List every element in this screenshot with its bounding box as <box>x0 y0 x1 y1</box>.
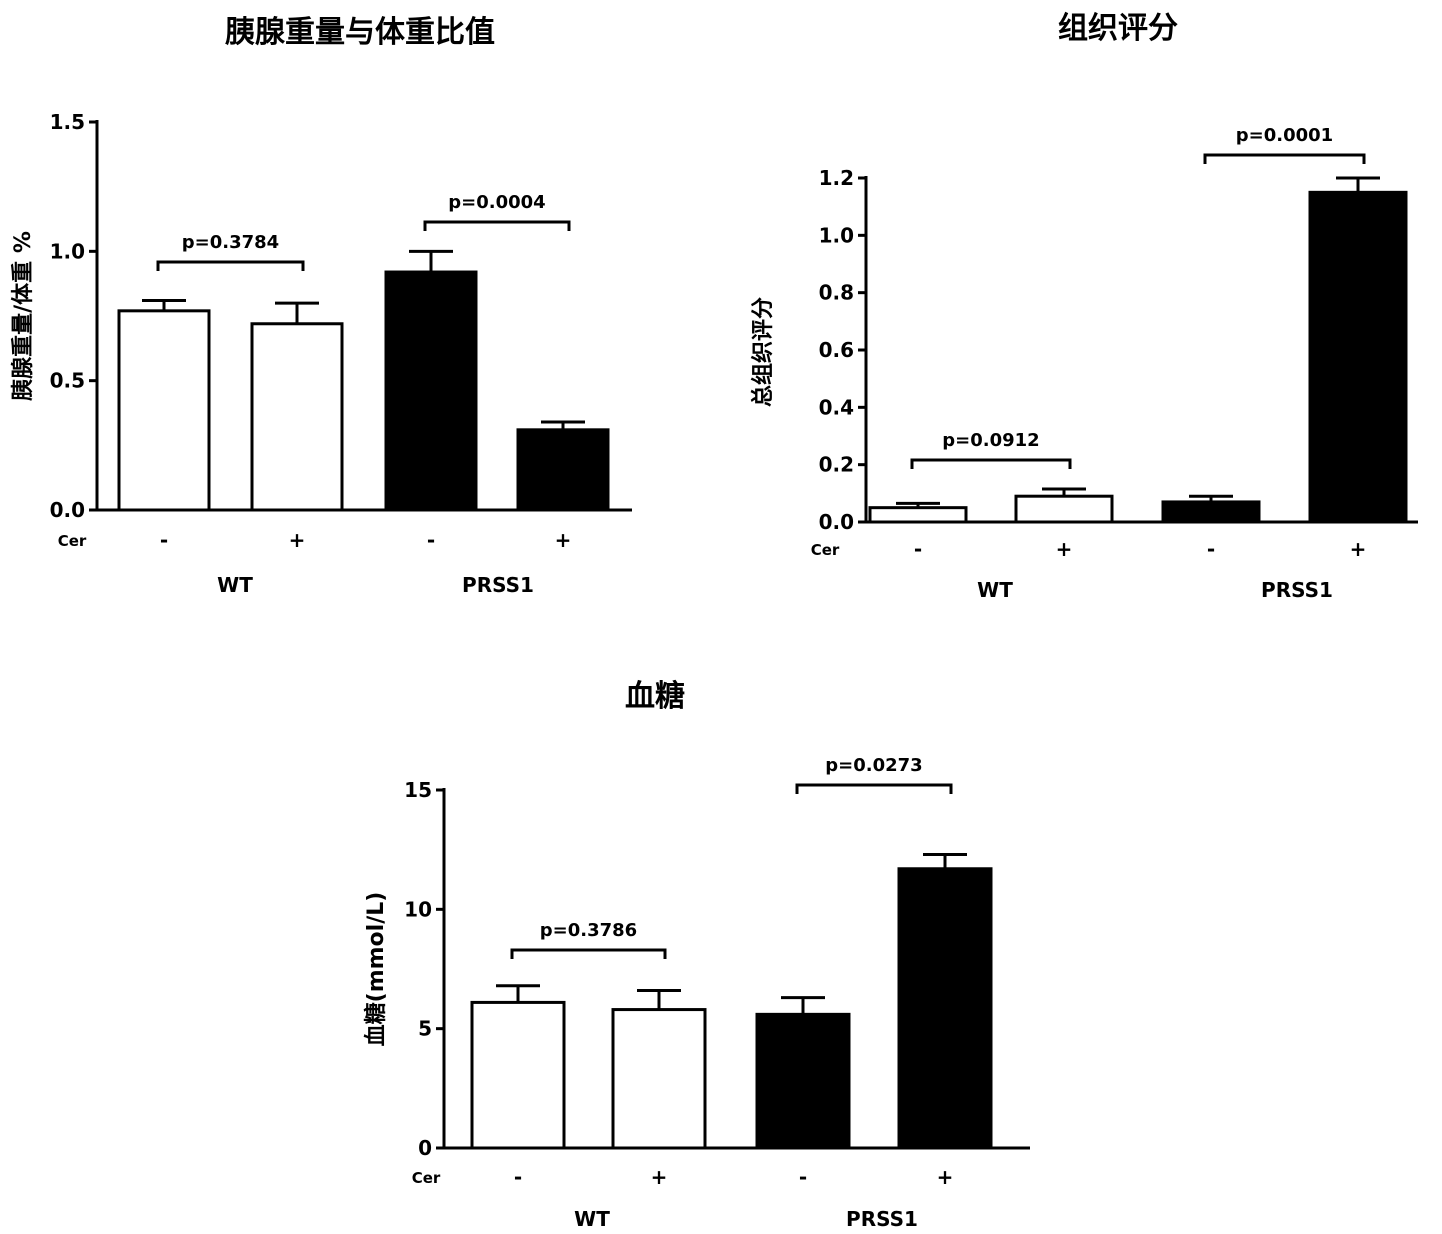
significance-bracket <box>510 948 667 959</box>
y-tick-label: 0.8 <box>819 281 854 305</box>
y-axis-label: 总组织评分 <box>750 297 776 407</box>
treatment-label: + <box>1350 537 1367 561</box>
significance-bracket <box>1203 153 1366 164</box>
y-axis-label: 血糖(mmol/L) <box>363 892 389 1047</box>
group-label: PRSS1 <box>1261 578 1333 602</box>
bar <box>384 270 478 512</box>
bar <box>1308 190 1408 524</box>
p-value-label: p=0.0912 <box>942 430 1039 451</box>
y-tick-label: 0 <box>418 1136 432 1160</box>
treatment-label: - <box>160 528 168 552</box>
bar <box>1014 494 1114 524</box>
bar <box>516 428 610 512</box>
treatment-label: + <box>555 528 572 552</box>
group-label: WT <box>977 578 1013 602</box>
y-tick-label: 1.2 <box>819 166 854 190</box>
treatment-label: - <box>914 537 922 561</box>
bar <box>868 506 968 524</box>
y-axis-label: 胰腺重量/体重 % <box>11 231 36 401</box>
p-value-label: p=0.0001 <box>1236 125 1333 146</box>
y-tick-label: 5 <box>418 1017 432 1041</box>
y-tick-label: 1.0 <box>819 223 854 247</box>
treatment-axis-label: Cer <box>58 532 87 550</box>
p-value-label: p=0.3784 <box>182 232 279 253</box>
treatment-label: + <box>937 1165 954 1189</box>
y-tick-label: 0.2 <box>819 453 854 477</box>
bar <box>250 322 344 512</box>
bar <box>470 1000 566 1150</box>
p-value-label: p=0.0004 <box>448 192 545 213</box>
p-value-label: p=0.0273 <box>825 755 922 776</box>
group-label: PRSS1 <box>462 573 534 597</box>
bar <box>1161 500 1261 524</box>
p-value-label: p=0.3786 <box>540 920 637 941</box>
y-tick-label: 10 <box>404 897 432 921</box>
chart-title: 血糖 <box>625 679 685 714</box>
y-tick-label: 1.5 <box>50 110 85 134</box>
group-label: WT <box>574 1207 610 1231</box>
y-tick-label: 1.0 <box>50 239 85 263</box>
y-tick-label: 0.0 <box>50 498 85 522</box>
y-tick-label: 0.4 <box>819 395 854 419</box>
treatment-label: - <box>427 528 435 552</box>
treatment-label: - <box>1207 537 1215 561</box>
y-tick-label: 0.5 <box>50 369 85 393</box>
y-tick-label: 0.0 <box>819 510 854 534</box>
chart-title: 组织评分 <box>1058 11 1178 46</box>
bar <box>897 867 993 1150</box>
y-tick-label: 15 <box>404 778 432 802</box>
group-label: WT <box>217 573 253 597</box>
treatment-label: - <box>799 1165 807 1189</box>
bar <box>117 309 211 512</box>
bar <box>611 1008 707 1150</box>
y-tick-label: 0.6 <box>819 338 854 362</box>
chart-title: 胰腺重量与体重比值 <box>225 15 495 50</box>
significance-bracket <box>156 260 305 271</box>
treatment-axis-label: Cer <box>811 541 840 559</box>
significance-bracket <box>795 783 953 794</box>
bar <box>755 1012 851 1150</box>
treatment-label: + <box>651 1165 668 1189</box>
group-label: PRSS1 <box>846 1207 918 1231</box>
significance-bracket <box>423 220 571 231</box>
treatment-axis-label: Cer <box>412 1169 441 1187</box>
treatment-label: - <box>514 1165 522 1189</box>
significance-bracket <box>910 458 1072 469</box>
treatment-label: + <box>1056 537 1073 561</box>
treatment-label: + <box>289 528 306 552</box>
